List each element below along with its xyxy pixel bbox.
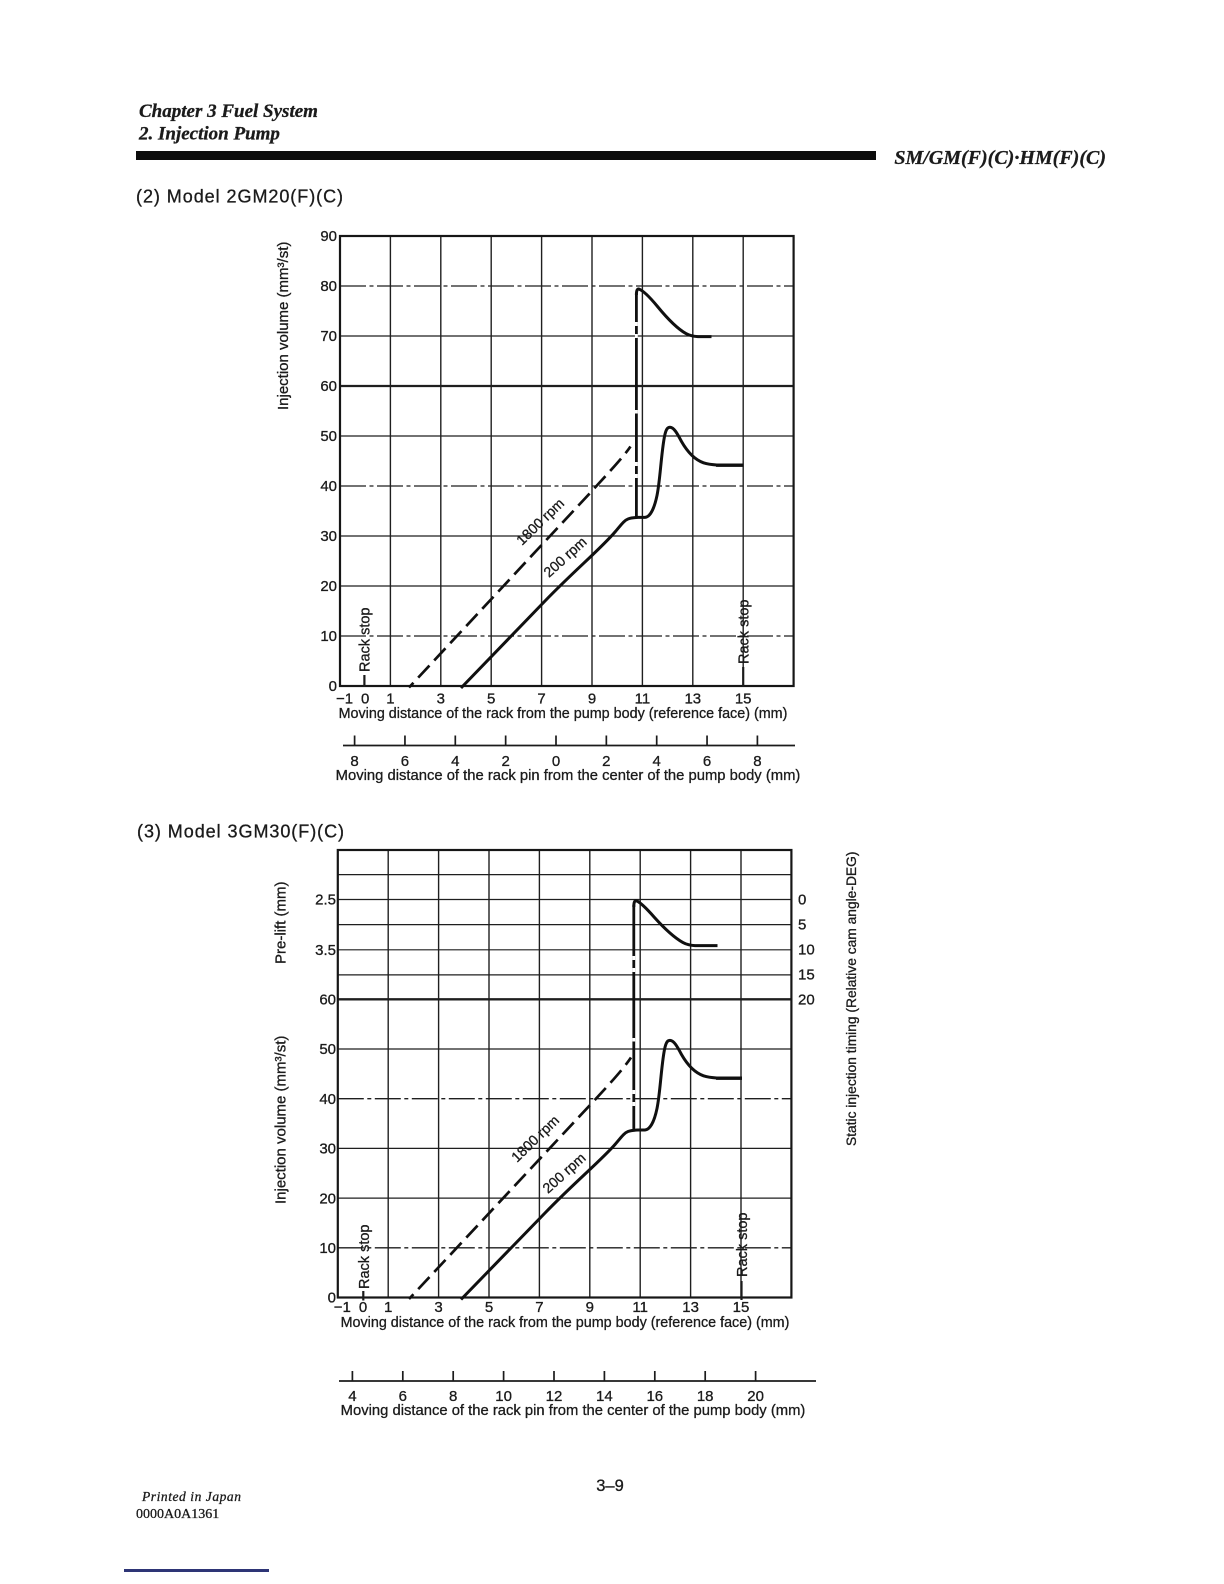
svg-text:40: 40 — [320, 478, 337, 495]
svg-text:0: 0 — [329, 678, 337, 695]
svg-text:10: 10 — [320, 628, 337, 645]
svg-text:8: 8 — [753, 753, 761, 770]
svg-text:Rack stop: Rack stop — [735, 1213, 751, 1277]
svg-text:5: 5 — [487, 691, 495, 708]
svg-text:Chapter 3 Fuel System: Chapter 3 Fuel System — [139, 101, 318, 122]
svg-text:5: 5 — [798, 917, 806, 934]
svg-text:9: 9 — [586, 1299, 594, 1316]
svg-text:−1: −1 — [334, 1299, 351, 1316]
svg-text:0: 0 — [552, 753, 560, 770]
svg-text:5: 5 — [485, 1299, 493, 1316]
svg-text:14: 14 — [596, 1388, 613, 1405]
svg-text:7: 7 — [535, 1299, 543, 1316]
svg-text:15: 15 — [733, 1299, 750, 1316]
svg-text:(2) Model 2GM20(F)(C): (2) Model 2GM20(F)(C) — [136, 187, 344, 207]
svg-text:90: 90 — [320, 228, 337, 245]
svg-text:Printed in Japan: Printed in Japan — [141, 1489, 242, 1504]
svg-text:Moving distance of the rack pi: Moving distance of the rack pin from the… — [336, 768, 801, 784]
svg-text:1: 1 — [384, 1299, 392, 1316]
svg-text:4: 4 — [451, 753, 459, 770]
svg-text:20: 20 — [320, 578, 337, 595]
svg-text:18: 18 — [697, 1388, 714, 1405]
svg-text:7: 7 — [537, 691, 545, 708]
svg-text:Rack stop: Rack stop — [736, 600, 752, 664]
svg-text:30: 30 — [320, 528, 337, 545]
svg-text:3–9: 3–9 — [596, 1477, 624, 1495]
svg-text:70: 70 — [320, 328, 337, 345]
svg-text:4: 4 — [653, 753, 661, 770]
svg-text:11: 11 — [632, 1299, 648, 1316]
svg-text:Injection volume (mm³/st): Injection volume (mm³/st) — [273, 1036, 290, 1204]
svg-text:0000A0A1361: 0000A0A1361 — [136, 1507, 219, 1522]
svg-text:−1: −1 — [336, 691, 353, 708]
svg-text:16: 16 — [646, 1388, 663, 1405]
svg-text:3.5: 3.5 — [315, 942, 336, 959]
svg-text:13: 13 — [684, 691, 701, 708]
svg-text:30: 30 — [319, 1141, 336, 1158]
svg-text:0: 0 — [328, 1290, 336, 1307]
svg-text:6: 6 — [703, 753, 711, 770]
svg-text:50: 50 — [319, 1041, 336, 1058]
svg-text:0: 0 — [798, 892, 806, 909]
svg-text:60: 60 — [320, 378, 337, 395]
svg-text:2: 2 — [602, 753, 610, 770]
svg-text:9: 9 — [588, 691, 596, 708]
svg-text:Static injection timing (Relat: Static injection timing (Relative cam an… — [844, 852, 859, 1146]
svg-text:11: 11 — [635, 691, 651, 708]
svg-text:20: 20 — [747, 1388, 764, 1405]
svg-text:13: 13 — [682, 1299, 699, 1316]
svg-text:Rack stop: Rack stop — [357, 608, 373, 672]
svg-text:60: 60 — [319, 992, 336, 1009]
svg-text:15: 15 — [735, 691, 752, 708]
svg-text:3: 3 — [437, 691, 445, 708]
svg-text:3: 3 — [434, 1299, 442, 1316]
svg-text:40: 40 — [319, 1091, 336, 1108]
svg-text:Moving distance of the rack fr: Moving distance of the rack from the pum… — [339, 706, 788, 722]
svg-text:Rack stop: Rack stop — [357, 1225, 373, 1289]
svg-text:20: 20 — [798, 992, 815, 1009]
svg-text:2.5: 2.5 — [315, 892, 336, 909]
svg-text:2. Injection Pump: 2. Injection Pump — [138, 124, 280, 145]
svg-text:1: 1 — [386, 691, 394, 708]
svg-text:10: 10 — [319, 1240, 336, 1257]
svg-text:Pre-lift (mm): Pre-lift (mm) — [273, 882, 290, 965]
svg-text:SM/GM(F)(C)·HM(F)(C): SM/GM(F)(C)·HM(F)(C) — [894, 147, 1106, 169]
svg-text:Moving distance of the rack fr: Moving distance of the rack from the pum… — [341, 1315, 790, 1331]
svg-text:4: 4 — [348, 1388, 356, 1405]
svg-text:6: 6 — [399, 1388, 407, 1405]
svg-text:50: 50 — [320, 428, 337, 445]
svg-text:Injection volume (mm³/st): Injection volume (mm³/st) — [275, 242, 292, 410]
svg-text:8: 8 — [449, 1388, 457, 1405]
svg-text:0: 0 — [361, 691, 369, 708]
svg-text:2: 2 — [501, 753, 509, 770]
svg-text:80: 80 — [320, 278, 337, 295]
svg-text:Moving distance of the rack pi: Moving distance of the rack pin from the… — [341, 1403, 806, 1419]
svg-text:12: 12 — [546, 1388, 563, 1405]
svg-text:6: 6 — [401, 753, 409, 770]
svg-text:8: 8 — [350, 753, 358, 770]
svg-text:10: 10 — [495, 1388, 512, 1405]
svg-text:15: 15 — [798, 967, 815, 984]
svg-text:10: 10 — [798, 942, 815, 959]
svg-text:(3) Model 3GM30(F)(C): (3) Model 3GM30(F)(C) — [137, 822, 345, 842]
svg-text:20: 20 — [319, 1190, 336, 1207]
svg-text:0: 0 — [359, 1299, 367, 1316]
